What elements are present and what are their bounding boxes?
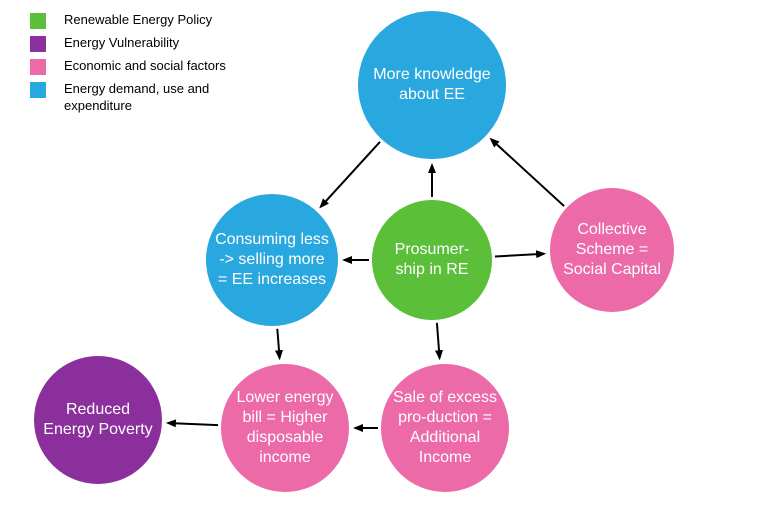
- edge-prosumer-to-sale: [437, 323, 440, 358]
- node-label: Collective Scheme = Social Capital: [558, 220, 666, 280]
- edge-lowerbill-to-poverty: [168, 423, 218, 425]
- node-prosumer: Prosumer-ship in RE: [372, 200, 492, 320]
- edge-consuming-to-lowerbill: [277, 329, 279, 358]
- edge-knowledge-to-consuming: [321, 142, 380, 207]
- node-label: Prosumer-ship in RE: [380, 240, 484, 280]
- node-label: Lower energy bill = Higher disposable in…: [229, 388, 341, 468]
- node-poverty: Reduced Energy Poverty: [34, 356, 162, 484]
- node-label: More knowledge about EE: [366, 65, 498, 105]
- node-label: Consuming less -> selling more = EE incr…: [214, 230, 330, 290]
- node-consuming: Consuming less -> selling more = EE incr…: [206, 194, 338, 326]
- edge-collective-to-knowledge: [491, 139, 564, 206]
- edge-prosumer-to-collective: [495, 254, 544, 257]
- node-knowledge: More knowledge about EE: [358, 11, 506, 159]
- node-lowerbill: Lower energy bill = Higher disposable in…: [221, 364, 349, 492]
- node-collective: Collective Scheme = Social Capital: [550, 188, 674, 312]
- node-label: Sale of excess pro-duction = Additional …: [389, 388, 501, 468]
- node-sale: Sale of excess pro-duction = Additional …: [381, 364, 509, 492]
- diagram-canvas: More knowledge about EE Consuming less ->…: [0, 0, 764, 514]
- node-label: Reduced Energy Poverty: [42, 400, 154, 440]
